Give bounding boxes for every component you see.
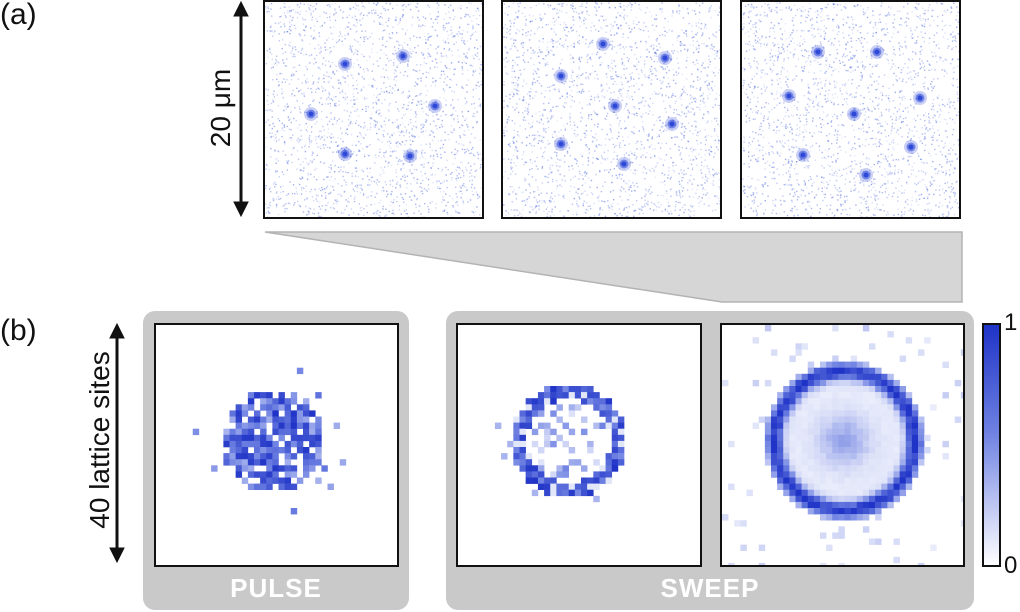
colorbar-max-label: 1 <box>1004 309 1018 336</box>
lattice-image-pulse <box>154 323 399 567</box>
atom-spot <box>407 153 413 159</box>
atom-spot <box>342 61 348 67</box>
speckle-noise <box>503 2 720 217</box>
atom-spot <box>558 141 564 147</box>
atom-spot <box>874 49 880 55</box>
atom-spot <box>851 111 857 117</box>
colorbar <box>982 323 1001 567</box>
lattice-pixels <box>722 325 963 565</box>
scale-arrow-b <box>109 322 125 564</box>
pulse-caption: PULSE <box>230 573 322 603</box>
lattice-pixels <box>192 367 347 515</box>
image-frame-a2 <box>501 0 722 219</box>
atom-spot <box>815 49 821 55</box>
atom-spot <box>863 172 869 178</box>
atom-spot <box>600 41 606 47</box>
atom-spot <box>621 161 627 167</box>
lattice-image-sweep-1 <box>456 323 702 567</box>
atom-spot <box>669 121 675 127</box>
atom-spot <box>917 95 923 101</box>
lattice-image-sweep-2 <box>720 323 965 567</box>
panel-b-label: (b) <box>0 314 37 347</box>
speckle-noise <box>742 2 959 217</box>
colorbar-min-label: 0 <box>1004 552 1018 579</box>
sweep-caption: SWEEP <box>660 573 760 603</box>
atom-spot <box>432 103 438 109</box>
scale-arrow-a <box>233 0 249 218</box>
atom-spot <box>612 103 618 109</box>
atom-spot <box>786 93 792 99</box>
zoom-connector <box>264 231 963 303</box>
atom-spot <box>342 151 348 157</box>
speckle-noise <box>265 2 482 217</box>
scale-label-b: 40 lattice sites <box>84 351 115 529</box>
atom-spot <box>908 144 914 150</box>
atom-spot <box>800 152 806 158</box>
atom-spot <box>662 55 668 61</box>
panel-a-label: (a) <box>0 0 37 31</box>
image-frame-a3 <box>740 0 961 219</box>
atom-spot <box>558 73 564 79</box>
scale-label-a: 20 μm <box>205 68 236 148</box>
atom-spot <box>400 53 406 59</box>
atom-spot <box>308 111 314 117</box>
lattice-pixels <box>494 386 625 503</box>
image-frame-a1 <box>263 0 484 219</box>
